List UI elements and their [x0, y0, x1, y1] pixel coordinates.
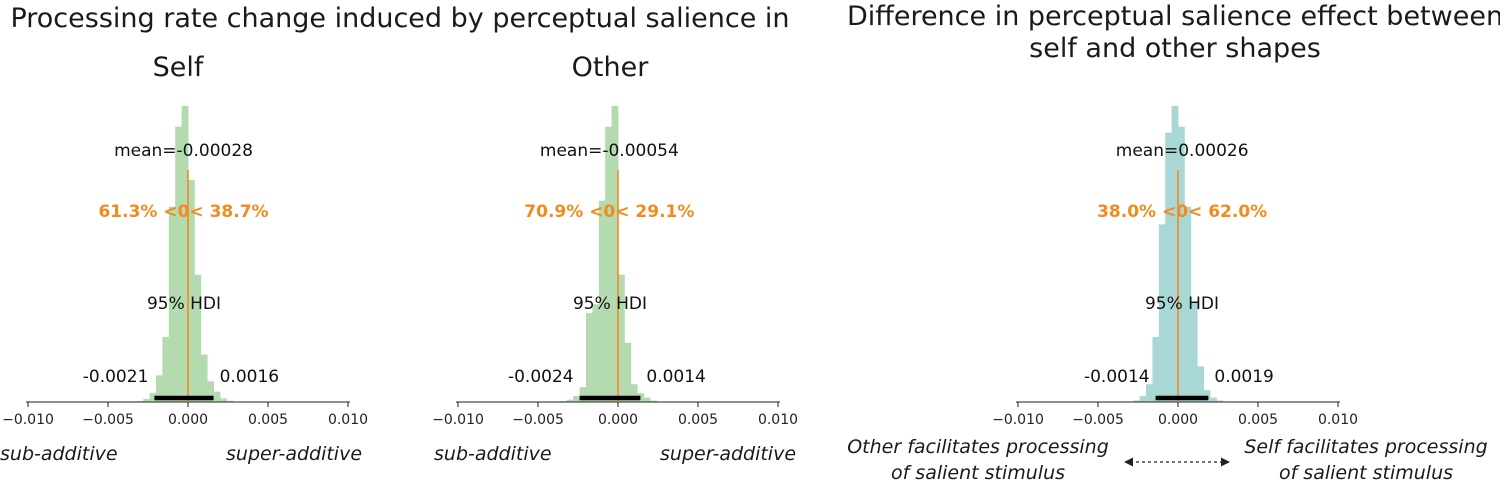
self-facilitates-line2: of salient stimulus: [1278, 462, 1454, 484]
x-tick-label-2: 0.000: [598, 412, 638, 428]
x-tick-label-4: 0.010: [758, 412, 798, 428]
x-tick-label-3: 0.005: [678, 412, 718, 428]
other-sub-additive-caption: sub-additive: [434, 443, 552, 465]
histogram-bar-9: [1190, 301, 1198, 402]
histogram-bar-11: [207, 381, 214, 402]
percent-label: 70.9% <0< 29.1%: [524, 202, 694, 222]
other-facilitates-line1: Other facilitates processing: [847, 436, 1109, 458]
x-tick-label-3: 0.005: [1238, 412, 1278, 428]
hdi-high-label: 0.0014: [646, 367, 705, 387]
histogram-bar-12: [637, 393, 644, 402]
left-title: Processing rate change induced by percep…: [10, 3, 790, 34]
histogram-bar-10: [624, 342, 632, 402]
x-tick-label-1: −0.005: [82, 412, 134, 428]
histogram-bar-10: [200, 354, 208, 402]
histogram-bar-13: [1216, 400, 1224, 402]
histogram-bar-2: [149, 393, 157, 402]
histogram-bar-1: [143, 399, 150, 402]
other-facilitates-line2: of salient stimulus: [890, 462, 1066, 484]
x-tick-label-0: −0.010: [432, 412, 484, 428]
self-subtitle: Self: [152, 52, 204, 83]
x-tick-label-4: 0.010: [1318, 412, 1358, 428]
histogram-bar-4: [162, 336, 170, 402]
difference-histogram: −0.010 −0.005 0.000 0.005 0.010 mean=0.00026 3…: [992, 106, 1358, 428]
self-facilitates-line1: Self facilitates processing: [1244, 436, 1488, 458]
histogram-bar-13: [643, 397, 651, 402]
self-facilitates-caption: Self facilitates processing of salient s…: [1232, 434, 1500, 486]
histogram-bar-3: [579, 387, 587, 402]
hdi-low-label: -0.0014: [1084, 367, 1150, 387]
hdi-high-label: 0.0019: [1214, 367, 1273, 387]
histogram-bar-3: [1152, 336, 1160, 402]
hdi-low-label: -0.0021: [83, 367, 149, 387]
histogram-bar-8: [188, 180, 195, 402]
hdi-low-label: -0.0024: [508, 367, 574, 387]
x-tick-label-3: 0.005: [248, 412, 288, 428]
self-super-additive-caption: super-additive: [226, 443, 363, 465]
hdi-label: 95% HDI: [1145, 294, 1219, 314]
histogram-bar-2: [1146, 384, 1153, 402]
other-facilitates-caption: Other facilitates processing of salient …: [836, 434, 1120, 486]
histogram-bar-11: [630, 384, 638, 402]
self-sub-additive-caption: sub-additive: [0, 443, 118, 465]
histogram-bar-5: [1165, 132, 1172, 402]
mean-label: mean=0.00026: [1116, 141, 1249, 161]
histogram-bar-10: [1197, 366, 1204, 402]
x-tick-label-1: −0.005: [512, 412, 564, 428]
histogram-bar-6: [1171, 106, 1179, 402]
x-tick-label-1: −0.005: [1072, 412, 1124, 428]
histogram-bar-3: [156, 375, 163, 402]
x-tick-label-2: 0.000: [1158, 412, 1198, 428]
percent-label: 38.0% <0< 62.0%: [1097, 202, 1267, 222]
histogram-bar-7: [1178, 126, 1185, 402]
histogram-bar-1: [566, 399, 574, 402]
right-title-line1: Difference in perceptual salience effect…: [846, 1, 1500, 32]
x-tick-label-0: −0.010: [992, 412, 1044, 428]
histogram-bar-9: [194, 274, 202, 402]
histogram-bar-1: [1139, 396, 1147, 402]
histogram-bar-6: [175, 126, 182, 402]
histogram-bar-14: [650, 400, 657, 402]
histogram-bar-12: [1210, 397, 1217, 402]
histogram-bar-4: [1158, 224, 1166, 402]
histogram-bar-8: [611, 106, 619, 402]
histogram-bar-7: [605, 126, 612, 402]
other-subtitle: Other: [571, 52, 649, 83]
hdi-high-label: 0.0016: [220, 367, 279, 387]
histogram-bar-2: [573, 396, 580, 402]
mean-label: mean=-0.00054: [540, 141, 679, 161]
self-histogram: −0.010 −0.005 0.000 0.005 0.010 mean=-0.00028…: [2, 106, 368, 428]
histogram-bar-9: [618, 274, 625, 402]
right-title-line2: self and other shapes: [1029, 33, 1321, 64]
x-tick-label-4: 0.010: [328, 412, 368, 428]
histogram-bar-0: [1133, 400, 1140, 402]
percent-label: 61.3% <0< 38.7%: [98, 202, 268, 222]
histogram-bar-14: [226, 400, 234, 402]
histogram-bar-8: [1184, 206, 1192, 402]
hdi-label: 95% HDI: [573, 294, 647, 314]
other-super-additive-caption: super-additive: [660, 443, 797, 465]
x-tick-label-0: −0.010: [2, 412, 54, 428]
hdi-label: 95% HDI: [147, 294, 221, 314]
mean-label: mean=-0.00028: [114, 141, 253, 161]
histogram-bar-6: [598, 200, 606, 402]
histogram-bar-7: [181, 106, 189, 402]
histogram-bar-13: [220, 398, 227, 402]
x-tick-label-2: 0.000: [168, 412, 208, 428]
histogram-bar-4: [586, 313, 593, 402]
bidirectional-arrow: [1124, 457, 1230, 467]
histogram-bar-12: [213, 391, 221, 402]
histogram-bar-5: [168, 206, 176, 402]
other-histogram: −0.010 −0.005 0.000 0.005 0.010 mean=-0.00054…: [432, 106, 798, 428]
histogram-bar-5: [592, 304, 600, 402]
